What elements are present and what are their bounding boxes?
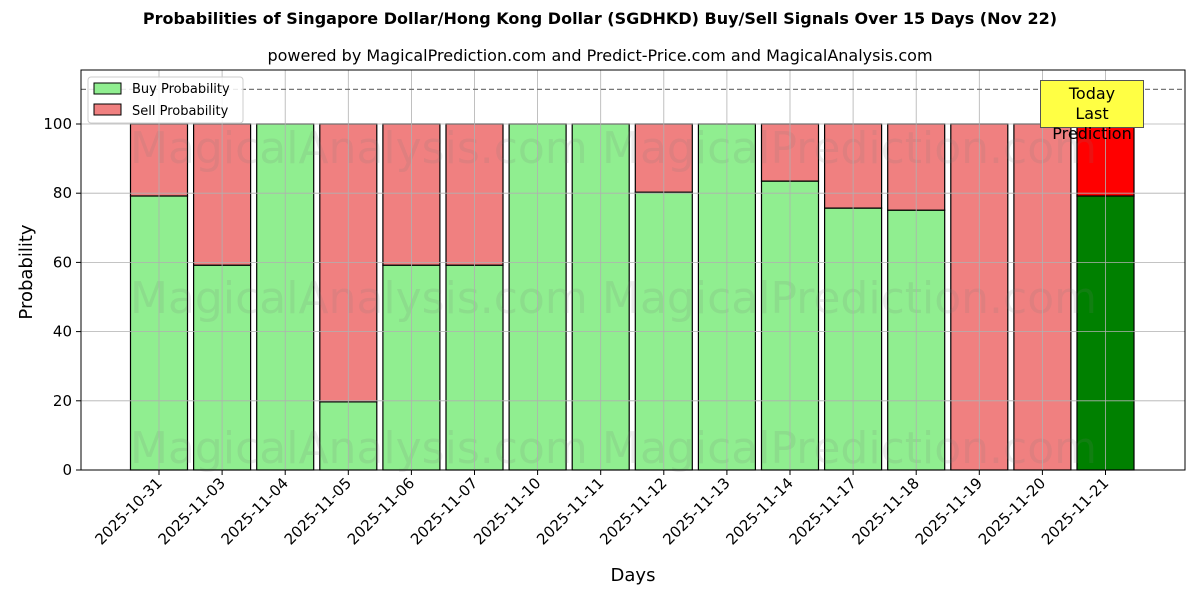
y-tick-label: 40 [53, 323, 72, 341]
plot-frame [80, 69, 1186, 471]
watermark-text: MagicalAnalysis.com [130, 423, 588, 474]
x-axis-label: Days [611, 565, 656, 586]
x-tick-label: 2025-11-12 [596, 474, 670, 548]
x-tick-label: 2025-11-18 [849, 474, 923, 548]
y-tick-label: 60 [53, 253, 72, 271]
legend-buy-label: Buy Probability [132, 82, 230, 97]
x-tick-label: 2025-11-10 [470, 474, 544, 548]
legend-buy-swatch [93, 82, 122, 95]
watermark-text: MagicalPrediction.com [602, 423, 1097, 474]
x-tick-label: 2025-11-05 [281, 474, 355, 548]
x-tick-label: 2025-11-06 [344, 474, 418, 548]
x-tick-label: 2025-11-04 [218, 474, 292, 548]
watermark-text: MagicalPrediction.com [602, 123, 1097, 174]
x-tick-label: 2025-10-31 [91, 474, 165, 548]
y-tick-label: 80 [53, 184, 72, 202]
legend-sell-label: Sell Probability [132, 104, 229, 119]
y-tick-label: 100 [43, 115, 72, 133]
x-tick-label: 2025-11-03 [155, 474, 229, 548]
annotation-line2: Last Prediction [1052, 104, 1132, 143]
watermark-text: MagicalAnalysis.com [130, 123, 588, 174]
annotation-line1: Today [1068, 84, 1116, 103]
y-tick-label: 0 [62, 461, 72, 479]
x-tick-label: 2025-11-21 [1038, 474, 1112, 548]
x-tick-label: 2025-11-17 [786, 474, 860, 548]
x-tick-label: 2025-11-19 [912, 474, 986, 548]
x-tick-label: 2025-11-07 [407, 474, 481, 548]
watermark-text: MagicalAnalysis.com [130, 273, 588, 324]
chart-subtitle: powered by MagicalPrediction.com and Pre… [267, 46, 933, 65]
x-tick-label: 2025-11-11 [533, 474, 607, 548]
x-tick-label: 2025-11-13 [659, 474, 733, 548]
today-annotation: Today Last Prediction [1040, 80, 1144, 143]
chart-title: Probabilities of Singapore Dollar/Hong K… [142, 9, 1058, 28]
legend-sell-swatch [93, 103, 122, 116]
y-axis-label: Probability [16, 224, 37, 319]
x-tick-label: 2025-11-14 [722, 474, 796, 548]
y-tick-label: 20 [53, 392, 72, 410]
x-tick-label: 2025-11-20 [975, 474, 1049, 548]
legend-box [87, 76, 244, 124]
watermark-text: MagicalPrediction.com [602, 273, 1097, 324]
